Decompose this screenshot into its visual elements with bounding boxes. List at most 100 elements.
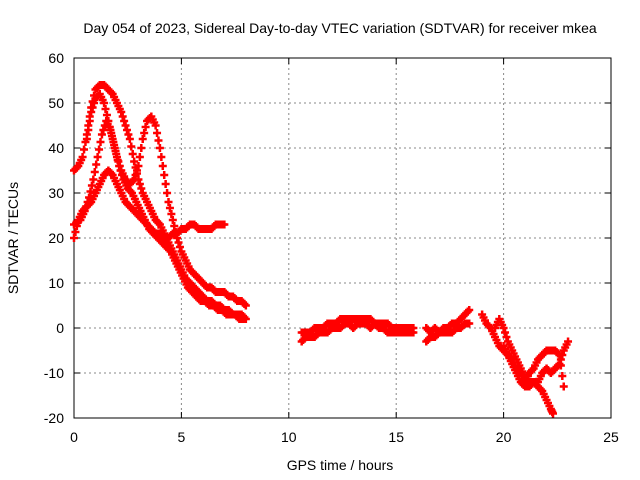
data-point bbox=[99, 126, 108, 134]
y-tick-label: 50 bbox=[48, 95, 64, 111]
series-track-c bbox=[70, 166, 229, 242]
data-point bbox=[87, 108, 96, 116]
grid-lines bbox=[74, 58, 611, 418]
data-point bbox=[96, 138, 105, 146]
data-point bbox=[564, 337, 573, 346]
data-point bbox=[167, 210, 176, 218]
data-point bbox=[163, 189, 172, 197]
x-tick-label: 10 bbox=[281, 429, 297, 445]
data-point bbox=[86, 187, 95, 196]
data-point bbox=[101, 105, 110, 113]
data-point bbox=[137, 184, 146, 193]
data-point bbox=[114, 157, 123, 166]
data-point bbox=[131, 171, 140, 179]
data-point bbox=[88, 103, 97, 112]
data-point bbox=[135, 153, 144, 161]
data-point bbox=[556, 361, 565, 370]
data-point bbox=[71, 228, 80, 236]
series-track-h bbox=[422, 306, 474, 337]
data-point bbox=[92, 160, 101, 169]
data-point bbox=[128, 150, 137, 158]
data-point bbox=[70, 234, 78, 242]
data-point bbox=[549, 409, 558, 418]
data-point bbox=[137, 144, 146, 152]
data-point bbox=[158, 162, 167, 170]
x-axis-label: GPS time / hours bbox=[287, 457, 394, 473]
y-tick-label: -20 bbox=[44, 410, 64, 426]
data-point bbox=[499, 324, 508, 332]
y-axis-label: SDTVAR / TECUs bbox=[5, 182, 21, 294]
data-point bbox=[157, 153, 166, 161]
data-point bbox=[175, 243, 184, 251]
series-track-f bbox=[297, 315, 418, 337]
data-point bbox=[173, 234, 182, 242]
y-tick-label: 40 bbox=[48, 140, 64, 156]
data-point bbox=[120, 117, 129, 125]
data-point bbox=[501, 328, 510, 337]
data-point bbox=[82, 135, 91, 143]
data-point bbox=[104, 117, 113, 125]
data-point bbox=[140, 129, 149, 137]
data-point bbox=[409, 324, 418, 332]
series-track-b bbox=[70, 81, 250, 323]
data-point bbox=[133, 166, 142, 175]
data-point bbox=[89, 175, 98, 184]
y-tick-label: 0 bbox=[56, 320, 64, 336]
data-point bbox=[164, 198, 173, 206]
data-point bbox=[161, 180, 170, 188]
data-point bbox=[111, 147, 120, 155]
series-track-e bbox=[297, 319, 418, 346]
data-point bbox=[112, 153, 121, 161]
data-point bbox=[135, 180, 144, 188]
data-point bbox=[107, 129, 116, 137]
data-point bbox=[559, 382, 568, 391]
data-point bbox=[241, 301, 250, 310]
data-point bbox=[110, 141, 119, 149]
data-point bbox=[93, 153, 102, 161]
data-point bbox=[465, 319, 474, 328]
data-point bbox=[78, 153, 87, 161]
chart-title: Day 054 of 2023, Sidereal Day-to-day VTE… bbox=[83, 20, 596, 36]
x-tick-label: 15 bbox=[388, 429, 404, 445]
data-point bbox=[151, 121, 160, 130]
data-point bbox=[87, 181, 96, 190]
data-point bbox=[155, 144, 164, 152]
data-point bbox=[558, 372, 567, 380]
data-point bbox=[118, 112, 127, 121]
axis-ticks: 0 5 10 15 20 25 -20 -10 0 10 20 30 40 50 60 bbox=[44, 50, 619, 445]
data-point bbox=[170, 222, 179, 230]
data-point bbox=[90, 168, 99, 176]
data-point bbox=[97, 130, 106, 139]
data-point bbox=[134, 162, 143, 170]
data-point bbox=[108, 135, 117, 143]
data-point bbox=[220, 220, 229, 229]
data-point bbox=[171, 228, 180, 236]
data-point bbox=[72, 222, 81, 230]
data-point bbox=[85, 117, 94, 125]
data-point bbox=[168, 216, 177, 224]
data-point bbox=[121, 121, 130, 130]
data-point bbox=[122, 126, 131, 134]
data-point bbox=[153, 129, 162, 137]
data-point bbox=[502, 333, 511, 341]
data-point bbox=[100, 99, 109, 107]
data-point bbox=[124, 130, 133, 139]
data-point bbox=[465, 306, 474, 314]
data-point bbox=[117, 108, 126, 116]
data-point bbox=[127, 142, 136, 151]
data-point bbox=[174, 238, 183, 247]
data-point bbox=[95, 145, 104, 154]
data-point bbox=[130, 175, 139, 184]
x-tick-label: 20 bbox=[496, 429, 512, 445]
data-point bbox=[125, 135, 134, 143]
data-point bbox=[138, 135, 147, 143]
data-point bbox=[84, 126, 93, 134]
y-tick-label: -10 bbox=[44, 365, 64, 381]
x-tick-label: 25 bbox=[603, 429, 619, 445]
data-point bbox=[154, 136, 163, 145]
data-point bbox=[115, 162, 124, 170]
data-point bbox=[241, 315, 250, 323]
data-point bbox=[90, 99, 99, 107]
data-point bbox=[165, 204, 174, 212]
